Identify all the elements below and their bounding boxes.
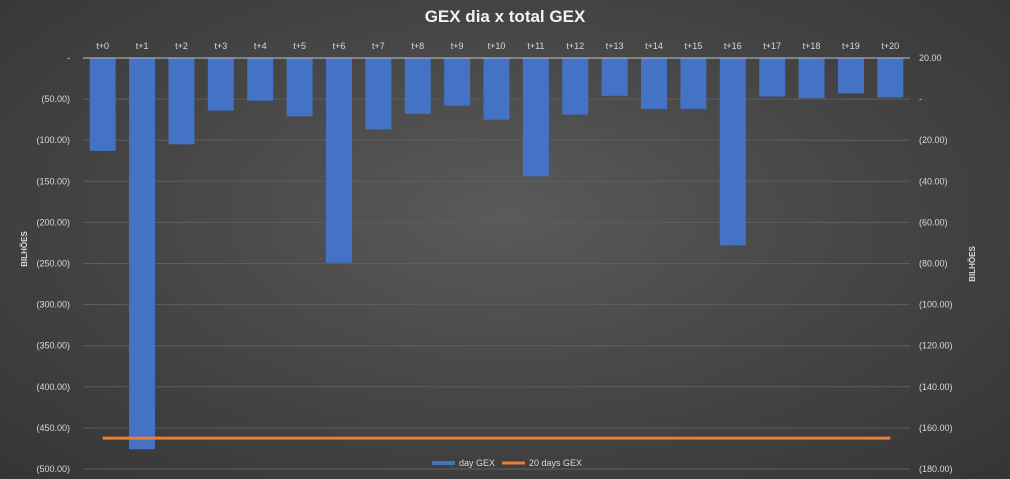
category-label: t+15 [685, 41, 703, 51]
left-axis-label: BILHÕES [20, 231, 29, 267]
right-axis-label: BILHÕES [968, 246, 977, 282]
chart-title: GEX dia x total GEX [425, 7, 586, 26]
bar-day-gex [207, 58, 234, 111]
bar-day-gex [168, 58, 195, 145]
category-label: t+3 [214, 41, 227, 51]
right-tick-label: (40.00) [919, 176, 948, 186]
bar-day-gex [562, 58, 589, 115]
bar-series [89, 58, 904, 450]
category-label: t+19 [842, 41, 860, 51]
left-tick-label: (50.00) [41, 94, 70, 104]
bar-day-gex [247, 58, 274, 101]
bar-day-gex [522, 58, 549, 177]
bar-day-gex [325, 58, 352, 263]
left-tick-label: (400.00) [36, 382, 70, 392]
category-label: t+12 [566, 41, 584, 51]
category-label: t+10 [488, 41, 506, 51]
bar-day-gex [129, 58, 156, 450]
category-label: t+11 [527, 41, 544, 51]
bar-day-gex [601, 58, 628, 96]
bar-day-gex [286, 58, 313, 117]
legend: day GEX 20 days GEX [432, 458, 582, 468]
right-tick-label: - [919, 94, 922, 104]
category-label: t+17 [763, 41, 781, 51]
category-label: t+0 [96, 41, 109, 51]
bar-day-gex [365, 58, 392, 130]
left-tick-label: (300.00) [36, 300, 70, 310]
bar-day-gex [837, 58, 864, 94]
right-tick-label: (140.00) [919, 382, 953, 392]
left-tick-label: (200.00) [36, 217, 70, 227]
legend-label-day-gex: day GEX [459, 458, 495, 468]
right-tick-label: (100.00) [919, 300, 953, 310]
category-label: t+14 [645, 41, 663, 51]
category-label: t+5 [293, 41, 306, 51]
bar-day-gex [877, 58, 904, 98]
category-label: t+6 [333, 41, 346, 51]
left-tick-label: (250.00) [36, 259, 70, 269]
left-tick-label: (500.00) [36, 464, 70, 474]
category-label: t+7 [372, 41, 385, 51]
right-tick-label: (160.00) [919, 423, 953, 433]
left-tick-label: (450.00) [36, 423, 70, 433]
bar-day-gex [89, 58, 116, 151]
bar-day-gex [719, 58, 746, 246]
axes: - (50.00) (100.00) (150.00) (200.00) (250.00)… [36, 41, 952, 474]
right-tick-label: (180.00) [919, 464, 953, 474]
bar-day-gex [759, 58, 786, 97]
category-label: t+18 [803, 41, 821, 51]
category-label: t+2 [175, 41, 188, 51]
bar-day-gex [798, 58, 825, 99]
category-label: t+4 [254, 41, 267, 51]
right-tick-label: (60.00) [919, 217, 948, 227]
category-label: t+8 [411, 41, 424, 51]
left-tick-label: (100.00) [36, 135, 70, 145]
category-label: t+1 [136, 41, 149, 51]
bar-day-gex [483, 58, 510, 120]
category-label: t+20 [881, 41, 899, 51]
category-label: t+16 [724, 41, 742, 51]
right-tick-label: 20.00 [919, 53, 942, 63]
bar-day-gex [444, 58, 471, 106]
right-tick-label: (120.00) [919, 341, 953, 351]
left-tick-label: (350.00) [36, 341, 70, 351]
right-tick-label: (80.00) [919, 259, 948, 269]
category-label: t+9 [451, 41, 464, 51]
category-label: t+13 [606, 41, 624, 51]
right-tick-label: (20.00) [919, 135, 948, 145]
left-tick-label: - [67, 53, 70, 63]
bar-day-gex [680, 58, 707, 109]
bar-day-gex [404, 58, 431, 114]
gridlines [83, 98, 910, 470]
left-tick-label: (150.00) [36, 176, 70, 186]
legend-label-20-days-gex: 20 days GEX [529, 458, 582, 468]
bar-day-gex [641, 58, 668, 109]
